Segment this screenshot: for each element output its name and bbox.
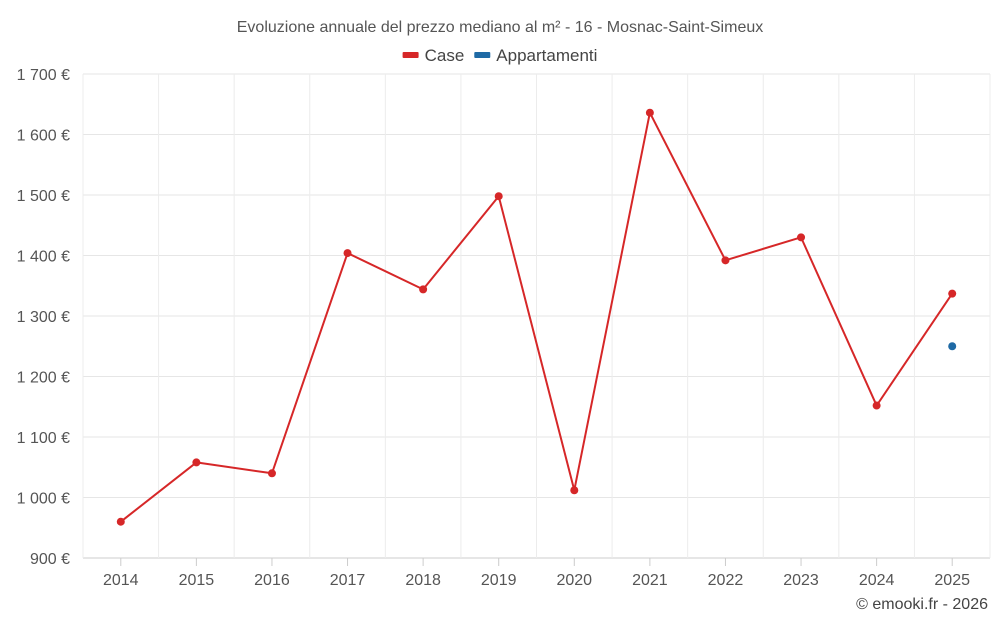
legend-swatch-appartamenti (474, 52, 491, 58)
x-tick-label: 2024 (859, 572, 895, 589)
chart-title: Evoluzione annuale del prezzo mediano al… (237, 19, 763, 36)
legend-label: Appartamenti (496, 46, 597, 65)
legend-label: Case (425, 46, 465, 65)
y-tick-label: 1 700 € (17, 67, 70, 84)
y-tick-label: 1 400 € (17, 249, 70, 266)
data-point-case (721, 256, 730, 265)
data-point-appartamenti (948, 342, 957, 351)
x-tick-label: 2018 (405, 572, 441, 589)
data-point-case (948, 289, 957, 298)
x-tick-label: 2021 (632, 572, 668, 589)
data-point-case (267, 469, 276, 478)
x-axis: 2014 2015 2016 2017 2018 2019 2020 2021 2022 2023… (103, 558, 970, 589)
x-tick-label: 2015 (179, 572, 215, 589)
legend-item-appartamenti: Appartamenti (474, 46, 597, 65)
legend: Case Appartamenti (402, 46, 597, 65)
x-tick-label: 2014 (103, 572, 139, 589)
x-tick-label: 2019 (481, 572, 517, 589)
x-tick-label: 2023 (783, 572, 819, 589)
legend-item-case: Case (402, 46, 465, 65)
series-layer (116, 108, 957, 526)
series-line-case (120, 111, 954, 523)
y-tick-label: 1 600 € (17, 128, 70, 145)
x-tick-label: 2016 (254, 572, 290, 589)
x-tick-label: 2025 (934, 572, 970, 589)
y-tick-label: 1 300 € (17, 309, 70, 326)
data-point-case (494, 192, 503, 201)
y-tick-label: 900 € (30, 551, 70, 568)
data-point-case (872, 401, 881, 410)
y-tick-label: 1 500 € (17, 188, 70, 205)
data-point-case (419, 285, 428, 294)
x-tick-label: 2020 (556, 572, 592, 589)
data-point-case (570, 486, 579, 495)
y-tick-label: 1 200 € (17, 370, 70, 387)
x-tick-label: 2022 (708, 572, 744, 589)
data-point-case (116, 517, 125, 526)
data-point-case (192, 458, 201, 467)
y-tick-label: 1 100 € (17, 430, 70, 447)
y-tick-label: 1 000 € (17, 491, 70, 508)
grid (82, 73, 991, 559)
y-axis: 900 € 1 000 € 1 100 € 1 200 € 1 300 € 1 400 €… (17, 67, 70, 568)
legend-swatch-case (402, 52, 419, 58)
data-point-case (797, 233, 806, 242)
data-point-case (343, 249, 352, 258)
data-point-case (645, 108, 654, 117)
x-tick-label: 2017 (330, 572, 366, 589)
credit-text: © emooki.fr - 2026 (856, 596, 988, 613)
